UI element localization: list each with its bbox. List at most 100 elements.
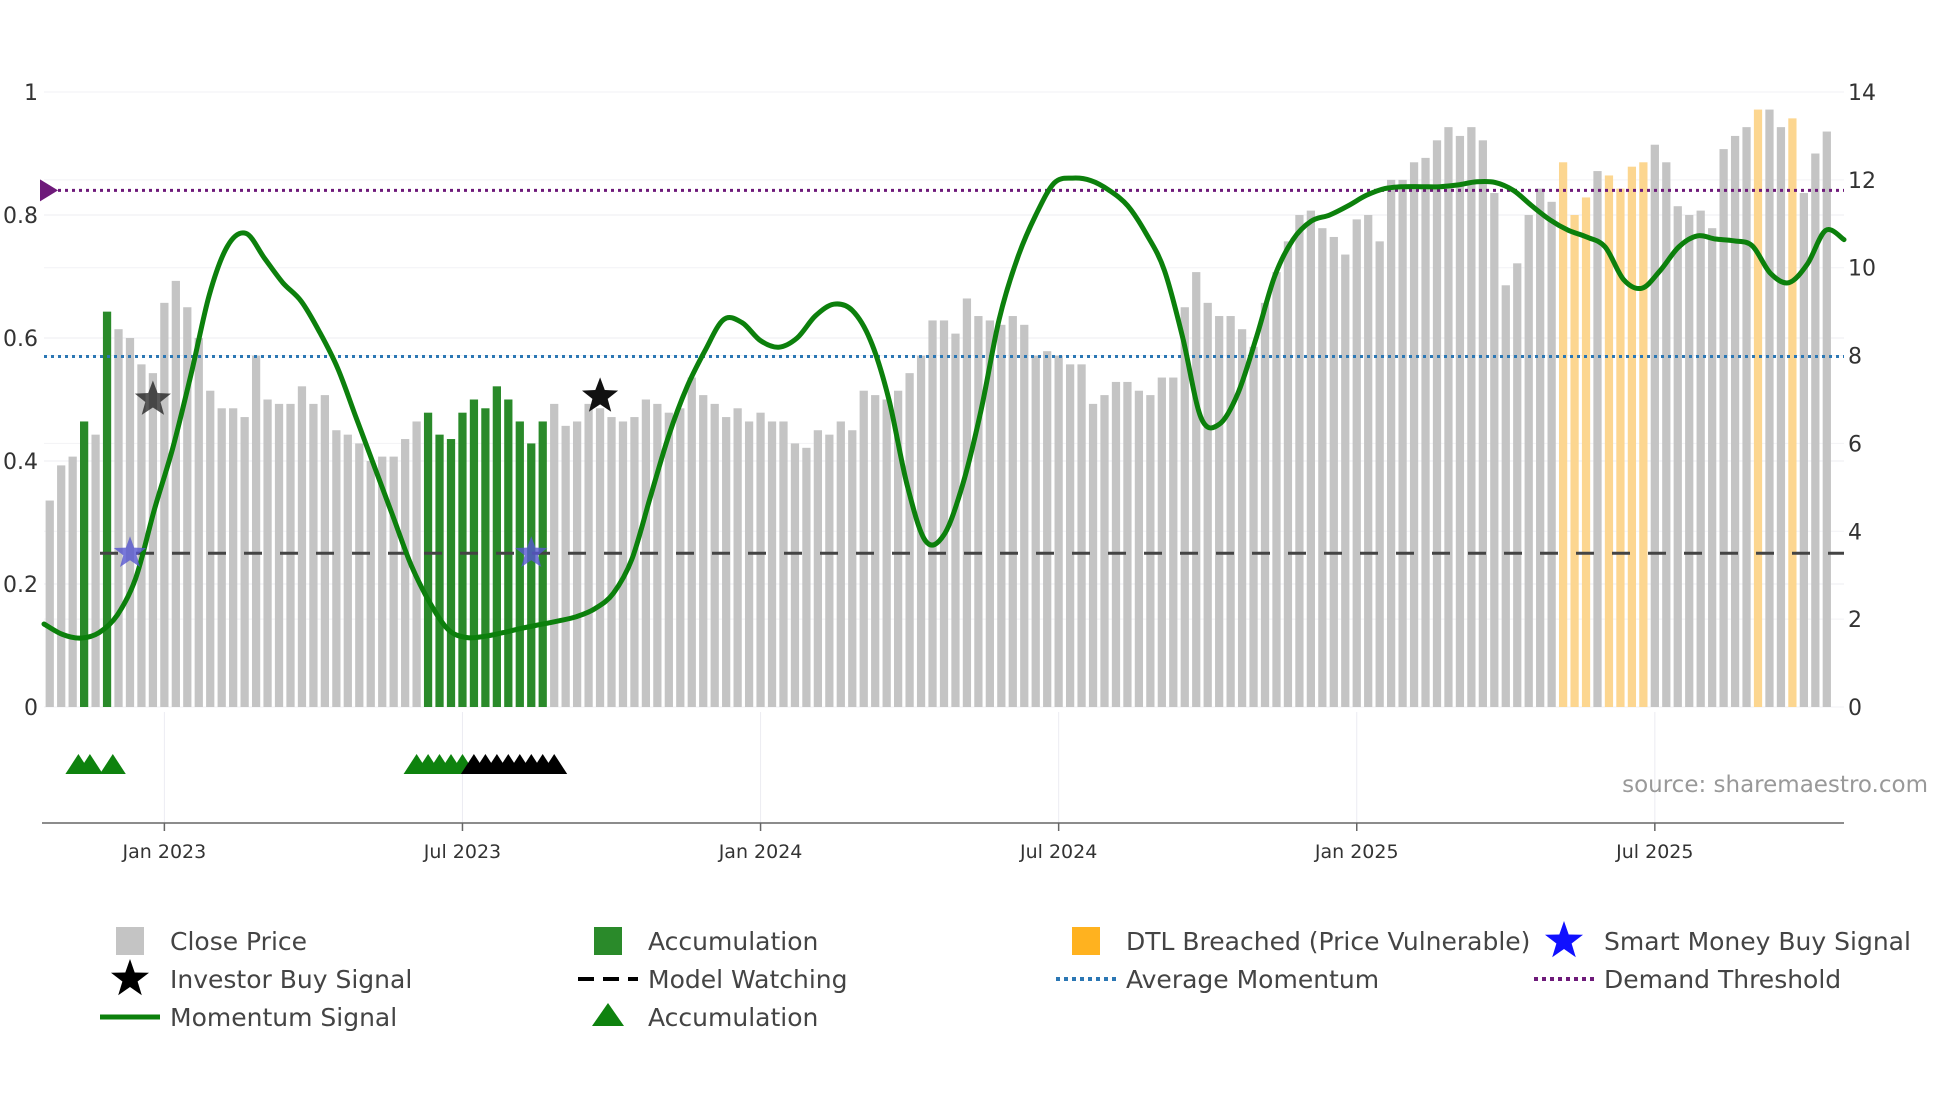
close-price-bar xyxy=(997,324,1006,707)
close-price-bar xyxy=(699,395,708,707)
close-price-bar xyxy=(813,430,823,707)
close-price-bar xyxy=(1272,272,1281,707)
close-price-bar xyxy=(1100,395,1109,707)
close-price-bar xyxy=(332,430,341,707)
green-triangle-icon xyxy=(592,1003,624,1026)
accumulation-bar xyxy=(527,443,536,707)
close-price-bar xyxy=(355,443,364,707)
accumulation-marker-black xyxy=(541,754,568,774)
x-axis-ticks: Jan 2023 Jul 2023 Jan 2024 Jul 2024 Jan 2025… xyxy=(122,823,1693,863)
smart-money-buy-signal-star xyxy=(113,536,147,567)
close-price-bar xyxy=(951,333,960,707)
close-price-bar xyxy=(1215,316,1224,707)
close-price-bar xyxy=(1283,241,1293,708)
close-price-bar xyxy=(676,408,685,707)
close-price-bar xyxy=(1490,193,1499,708)
x-axis-tick-label: Jul 2023 xyxy=(423,841,501,863)
right-axis-tick-label: 0 xyxy=(1848,696,1862,721)
close-price-bar xyxy=(1329,236,1338,707)
close-price-bar xyxy=(561,425,570,707)
dtl-breached-bar xyxy=(1753,109,1763,707)
close-price-bar xyxy=(1111,381,1121,707)
x-axis-tick-label: Jul 2025 xyxy=(1615,841,1693,863)
x-axis-tick-label: Jan 2024 xyxy=(718,841,803,863)
close-price-bar xyxy=(1157,377,1166,707)
close-price-bar xyxy=(1088,403,1098,707)
legend-label: DTL Breached (Price Vulnerable) xyxy=(1126,927,1530,956)
close-price-bar xyxy=(722,417,731,707)
close-price-bar xyxy=(125,338,135,707)
close-price-bar xyxy=(630,417,639,707)
close-price-bar xyxy=(1192,272,1201,707)
black-star-icon xyxy=(111,959,149,996)
close-price-bar xyxy=(194,338,203,707)
close-price-bar xyxy=(1685,215,1694,707)
close-price-bar xyxy=(240,417,249,707)
accumulation-bar xyxy=(80,421,89,707)
x-axis-tick-label: Jan 2023 xyxy=(122,841,207,863)
close-price-bar xyxy=(378,456,387,707)
right-axis-tick-label: 10 xyxy=(1848,257,1876,282)
close-price-bar xyxy=(905,373,914,707)
close-price-bar xyxy=(1146,395,1155,707)
close-price-bar xyxy=(985,320,994,707)
close-price-bar xyxy=(595,408,605,707)
accumulation-bar xyxy=(435,434,444,707)
close-price-bar xyxy=(1375,241,1384,708)
close-price-bar xyxy=(767,421,777,707)
close-price-bar xyxy=(1318,228,1327,707)
close-price-bar xyxy=(68,456,77,707)
close-price-bar xyxy=(45,500,54,707)
left-axis-tick-label: 0.6 xyxy=(3,327,38,352)
dtl-breached-bar xyxy=(1570,215,1579,707)
dtl-breached-bar xyxy=(1604,175,1614,707)
close-price-bar xyxy=(57,465,66,707)
close-price-bar xyxy=(687,377,696,707)
close-price-bar xyxy=(894,390,903,707)
close-price-bar xyxy=(1341,254,1350,708)
close-price-bar xyxy=(825,434,834,707)
right-axis-tick-label: 14 xyxy=(1848,81,1876,106)
close-price-bar xyxy=(584,403,593,707)
close-price-bar xyxy=(871,395,880,707)
close-price-bar xyxy=(1478,140,1487,707)
left-axis-tick-label: 1 xyxy=(24,81,38,106)
close-price-bar xyxy=(1043,351,1052,707)
close-price-bar xyxy=(1237,329,1247,707)
close-price-bar xyxy=(1008,316,1017,707)
close-price-bar xyxy=(618,421,628,707)
grid-lines xyxy=(44,91,1844,823)
right-axis-tick-label: 4 xyxy=(1848,520,1862,545)
legend-label: Accumulation xyxy=(648,927,818,956)
close-price-bar xyxy=(572,421,582,707)
close-price-bar xyxy=(251,355,261,707)
close-price-bar xyxy=(366,461,375,707)
close-price-bar xyxy=(1249,346,1258,707)
investor-buy-signal-star xyxy=(134,380,171,415)
accumulation-marker-green xyxy=(99,754,126,774)
investor-buy-signal-star xyxy=(582,377,619,412)
close-price-bar xyxy=(1650,144,1659,707)
legend-label: Close Price xyxy=(170,927,307,956)
accumulation-bar xyxy=(492,386,501,707)
close-price-bar xyxy=(1123,381,1132,707)
left-axis-tick-label: 0.4 xyxy=(3,450,38,475)
smart-money-buy-signal-star xyxy=(515,536,548,567)
close-price-bar xyxy=(1020,324,1029,707)
close-price-bar xyxy=(206,390,215,707)
legend-label: Momentum Signal xyxy=(170,1003,397,1032)
momentum-signal-line xyxy=(41,175,1847,641)
close-price-bar xyxy=(939,320,949,707)
close-price-bar xyxy=(1260,302,1270,707)
close-price-bar xyxy=(320,395,330,707)
close-price-bar xyxy=(1169,377,1178,707)
close-price-bar xyxy=(1352,219,1361,707)
right-axis-tick-label: 2 xyxy=(1848,608,1862,633)
close-price-bar xyxy=(1031,355,1040,707)
close-price-bar xyxy=(802,447,811,707)
dtl-breached-bar xyxy=(1581,197,1591,707)
close-price-bar xyxy=(91,434,100,707)
chart-legend: Close Price Investor Buy Signal Momentum S… xyxy=(100,921,1911,1032)
accumulation-bar xyxy=(458,412,467,707)
